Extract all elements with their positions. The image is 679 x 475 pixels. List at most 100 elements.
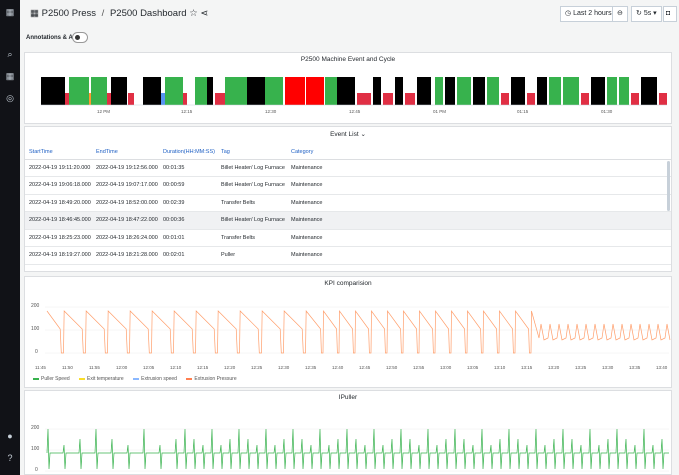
x-tick: 01 PM: [433, 109, 446, 114]
panel-title[interactable]: IPuller: [338, 394, 358, 401]
cycle-view-button[interactable]: ◘: [663, 6, 677, 22]
table-cell: 2022-04-19 19:11:20.000: [25, 159, 92, 177]
x-tick: 11:50: [62, 365, 73, 370]
state-segment: [501, 93, 509, 105]
x-tick: 13:25: [575, 365, 587, 370]
kpi-legend: Puller Speed Exit temperature Extrusion …: [33, 376, 245, 382]
table-cell: 00:01:01: [159, 229, 217, 247]
event-list-panel: Event List ⌄ StartTime EndTime Duration(…: [24, 126, 672, 272]
grid-icon: ▦: [30, 8, 42, 19]
legend-item[interactable]: Extrusion Pressure: [186, 376, 237, 382]
state-segment: [111, 77, 127, 105]
state-segment: [128, 93, 134, 105]
table-scrollbar[interactable]: [667, 161, 670, 211]
table-cell: Maintenance: [287, 194, 671, 212]
x-tick: 12:25: [251, 365, 263, 370]
x-tick: 12:45: [359, 365, 371, 370]
x-tick: 11:45: [35, 365, 46, 370]
star-icon[interactable]: ☆: [189, 8, 198, 19]
state-segment: [195, 77, 207, 105]
table-cell: 2022-04-19 18:26:24.000: [92, 229, 159, 247]
col-header-start[interactable]: StartTime: [25, 145, 92, 160]
table-cell: 00:02:01: [159, 246, 217, 265]
table-cell: Maintenance: [287, 176, 671, 195]
table-cell: 00:02:39: [159, 194, 217, 212]
table-cell: 00:00:59: [159, 176, 217, 195]
folder-title[interactable]: P2500 Press: [41, 8, 97, 19]
help-icon[interactable]: ?: [7, 453, 13, 463]
breadcrumb: ▦ P2500 Press / P2500 Dashboard ☆ ⋖: [30, 8, 209, 19]
state-segment: [143, 77, 161, 105]
state-segment: [225, 77, 247, 105]
table-cell: 2022-04-19 18:25:23.000: [25, 229, 92, 247]
zoom-out-icon: ⊖: [617, 10, 623, 17]
x-tick: 12:10: [170, 365, 182, 370]
col-header-duration[interactable]: Duration(HH:MM:SS): [159, 145, 217, 160]
dashboard-header: ▦ P2500 Press / P2500 Dashboard ☆ ⋖ ◷ La…: [20, 0, 679, 30]
puller-line-chart: [45, 428, 669, 472]
table-row[interactable]: 2022-04-19 19:11:20.000 2022-04-19 19:12:…: [25, 159, 671, 177]
annotations-label: Annotations & Alerts: [26, 35, 86, 41]
explore-icon[interactable]: ◎: [6, 93, 14, 103]
x-tick: 11:55: [89, 365, 100, 370]
state-segment: [357, 93, 371, 105]
x-tick: 12:55: [413, 365, 425, 370]
panel-title[interactable]: KPI comparision: [324, 280, 372, 287]
y-tick: 200: [31, 425, 40, 431]
refresh-picker[interactable]: ↻ 5s ▾: [631, 6, 662, 22]
table-row[interactable]: 2022-04-19 18:25:23.000 2022-04-19 18:26:…: [25, 229, 671, 247]
table-row[interactable]: 2022-04-19 18:49:20.000 2022-04-19 18:52:…: [25, 194, 671, 212]
x-tick: 12 PM: [97, 109, 110, 114]
table-cell: Billet Heater/ Log Furnace: [217, 176, 287, 195]
col-header-tag[interactable]: Tag: [217, 145, 287, 160]
state-segment: [183, 93, 187, 105]
toggle-knob: [75, 35, 80, 40]
col-header-end[interactable]: EndTime: [92, 145, 159, 160]
legend-item[interactable]: Puller Speed: [33, 376, 70, 382]
annotations-toggle[interactable]: [72, 32, 88, 43]
table-cell: 00:01:35: [159, 159, 217, 177]
state-segment: [563, 77, 579, 105]
panel-title[interactable]: Event List ⌄: [330, 131, 366, 138]
zoom-out-button[interactable]: ⊖: [612, 6, 628, 22]
series-extrusion-pressure: [46, 309, 671, 354]
col-header-category[interactable]: Category: [287, 145, 671, 160]
state-segment: [165, 77, 183, 105]
x-tick: 13:05: [467, 365, 479, 370]
table-cell: Billet Heater/ Log Furnace: [217, 211, 287, 230]
legend-item[interactable]: Extrusion speed: [133, 376, 177, 382]
state-segment: [435, 77, 443, 105]
x-tick: 13:20: [548, 365, 560, 370]
x-tick: 12:40: [332, 365, 344, 370]
state-segment: [641, 77, 657, 105]
table-header-row: StartTime EndTime Duration(HH:MM:SS) Tag…: [25, 145, 671, 160]
table-row[interactable]: 2022-04-19 18:19:27.000 2022-04-19 18:21:…: [25, 246, 671, 265]
table-row[interactable]: 2022-04-19 18:46:45.000 2022-04-19 18:47:…: [25, 211, 671, 230]
state-segment: [631, 93, 639, 105]
dashboard-title[interactable]: P2500 Dashboard: [109, 8, 187, 19]
table-cell: 00:00:36: [159, 211, 217, 230]
share-icon[interactable]: ⋖: [200, 8, 209, 19]
search-icon[interactable]: ⌕: [7, 49, 13, 59]
state-segment: [306, 77, 324, 105]
state-segment: [473, 77, 485, 105]
dashboards-icon[interactable]: ▦: [5, 71, 15, 81]
user-avatar-icon[interactable]: ●: [7, 431, 13, 441]
table-row[interactable]: 2022-04-19 19:06:18.000 2022-04-19 19:07:…: [25, 176, 671, 195]
monitor-icon: ◘: [666, 10, 671, 17]
state-segment: [107, 93, 111, 105]
panel-title[interactable]: P2500 Machine Event and Cycle: [300, 56, 396, 63]
table-cell: Maintenance: [287, 229, 671, 247]
state-segment: [207, 77, 213, 105]
kpi-panel: KPI comparision 200 100 0 11:45 11:50 11:5…: [24, 276, 672, 388]
table-cell: Transfer Belts: [217, 194, 287, 212]
chevron-down-icon: ⌄: [360, 131, 366, 138]
state-segment: [581, 93, 589, 105]
puller-panel: IPuller 200 100 0: [24, 390, 672, 475]
table-cell: 2022-04-19 18:21:28.000: [92, 246, 159, 265]
state-segment: [591, 77, 605, 105]
x-tick: 12:00: [116, 365, 128, 370]
kpi-line-chart: 11:45 11:50 11:55 12:00 12:05 12:10 12:15 12:20…: [35, 306, 671, 370]
legend-item[interactable]: Exit temperature: [79, 376, 124, 382]
grafana-logo-icon[interactable]: ▦: [5, 7, 15, 17]
